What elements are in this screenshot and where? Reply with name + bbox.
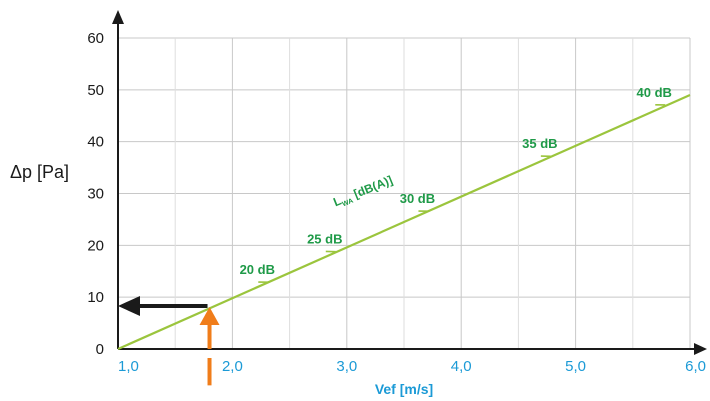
- x-tick-label: 1,0: [118, 358, 139, 375]
- db-label: 20 dB: [240, 262, 275, 277]
- x-tick-label: 3,0: [336, 358, 357, 375]
- y-tick-label: 50: [87, 82, 104, 99]
- y-tick-label: 30: [87, 186, 104, 203]
- x-tick-label: 2,0: [222, 358, 243, 375]
- y-tick-label: 40: [87, 134, 104, 151]
- y-tick-label: 0: [96, 341, 104, 358]
- series-label-lwa: LWA [dB(A)]: [331, 173, 395, 211]
- orange-arrowhead: [199, 306, 220, 325]
- x-tick-label: 5,0: [565, 358, 586, 375]
- y-tick-label: 20: [87, 237, 104, 254]
- x-axis-label: Vef [m/s]: [375, 381, 433, 397]
- x-tick-label: 4,0: [451, 358, 472, 375]
- x-tick-label: 6,0: [685, 358, 706, 375]
- db-label: 40 dB: [637, 85, 672, 100]
- black-arrowhead: [118, 295, 140, 316]
- y-axis-arrowhead: [112, 10, 124, 24]
- y-tick-label: 60: [87, 30, 104, 47]
- series-line: [117, 94, 691, 351]
- db-label: 30 dB: [400, 191, 435, 206]
- y-axis-label: Δp [Pa]: [10, 162, 69, 182]
- db-label: 35 dB: [522, 136, 557, 151]
- grid-lines: [118, 37, 691, 350]
- db-label: 25 dB: [307, 232, 342, 247]
- x-axis-arrowhead: [694, 343, 707, 355]
- y-tick-label: 10: [87, 289, 104, 306]
